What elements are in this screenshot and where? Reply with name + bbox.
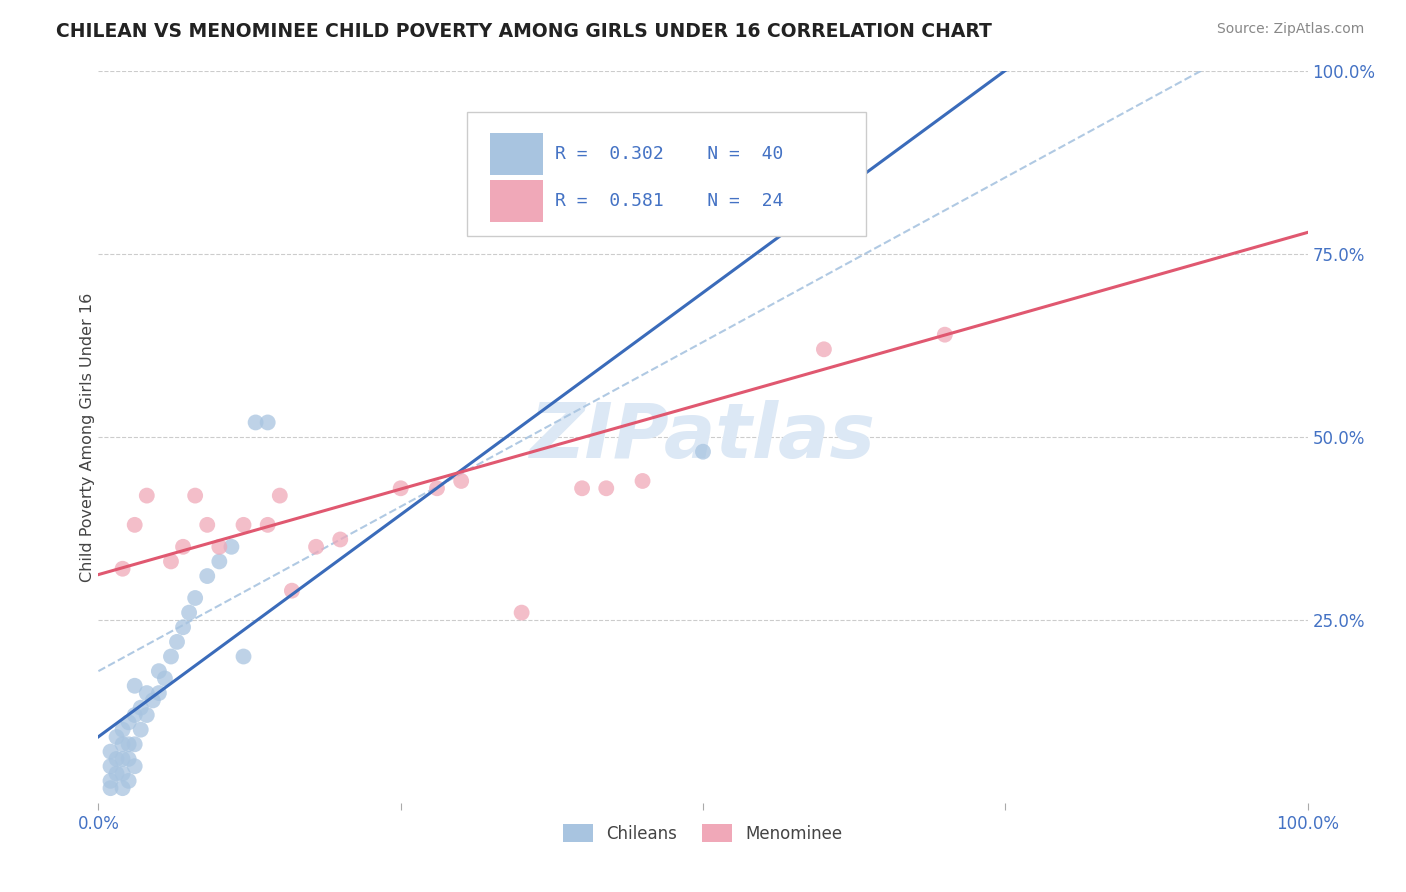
Point xyxy=(111,737,134,751)
Point xyxy=(135,708,157,723)
Point xyxy=(135,686,157,700)
Point xyxy=(256,517,278,532)
FancyBboxPatch shape xyxy=(491,180,543,221)
Point xyxy=(195,517,218,532)
Point xyxy=(100,781,122,796)
FancyBboxPatch shape xyxy=(491,133,543,175)
Point xyxy=(148,664,170,678)
Point xyxy=(208,554,231,568)
Point xyxy=(179,606,201,620)
Point xyxy=(118,773,141,788)
Point xyxy=(184,489,207,503)
Point xyxy=(118,737,141,751)
Point xyxy=(195,569,218,583)
Point xyxy=(100,759,122,773)
Point xyxy=(172,540,194,554)
Text: R =  0.302    N =  40: R = 0.302 N = 40 xyxy=(555,145,785,163)
Point xyxy=(232,517,254,532)
Point xyxy=(118,715,141,730)
Point xyxy=(329,533,352,547)
Point xyxy=(232,649,254,664)
Point xyxy=(135,489,157,503)
Point xyxy=(111,781,134,796)
Legend: Chileans, Menominee: Chileans, Menominee xyxy=(557,818,849,849)
Point xyxy=(389,481,412,495)
Point xyxy=(595,481,617,495)
Point xyxy=(450,474,472,488)
Point xyxy=(118,752,141,766)
Point xyxy=(305,540,328,554)
Point xyxy=(281,583,304,598)
Point xyxy=(105,752,128,766)
Point xyxy=(124,759,146,773)
Point xyxy=(129,700,152,714)
Point xyxy=(172,620,194,634)
Point xyxy=(160,554,183,568)
Point xyxy=(184,591,207,605)
Point xyxy=(221,540,243,554)
Point xyxy=(245,416,267,430)
Point xyxy=(111,562,134,576)
Point xyxy=(510,606,533,620)
Point xyxy=(111,766,134,780)
Text: Source: ZipAtlas.com: Source: ZipAtlas.com xyxy=(1216,22,1364,37)
Point xyxy=(100,773,122,788)
Point xyxy=(256,416,278,430)
FancyBboxPatch shape xyxy=(467,112,866,235)
Point xyxy=(426,481,449,495)
Text: R =  0.581    N =  24: R = 0.581 N = 24 xyxy=(555,192,785,210)
Point xyxy=(148,686,170,700)
Point xyxy=(813,343,835,357)
Point xyxy=(692,137,714,152)
Point xyxy=(100,745,122,759)
Point xyxy=(124,517,146,532)
Point xyxy=(124,679,146,693)
Point xyxy=(934,327,956,342)
Point xyxy=(269,489,291,503)
Point xyxy=(142,693,165,707)
Point xyxy=(105,730,128,744)
Y-axis label: Child Poverty Among Girls Under 16: Child Poverty Among Girls Under 16 xyxy=(80,293,94,582)
Point xyxy=(124,708,146,723)
Point xyxy=(571,481,593,495)
Point xyxy=(153,672,176,686)
Text: ZIPatlas: ZIPatlas xyxy=(530,401,876,474)
Point xyxy=(111,723,134,737)
Point xyxy=(166,635,188,649)
Point xyxy=(692,444,714,458)
Point xyxy=(631,474,654,488)
Point xyxy=(208,540,231,554)
Point xyxy=(111,752,134,766)
Text: CHILEAN VS MENOMINEE CHILD POVERTY AMONG GIRLS UNDER 16 CORRELATION CHART: CHILEAN VS MENOMINEE CHILD POVERTY AMONG… xyxy=(56,22,993,41)
Point xyxy=(105,766,128,780)
Point xyxy=(129,723,152,737)
Point xyxy=(124,737,146,751)
Point xyxy=(160,649,183,664)
